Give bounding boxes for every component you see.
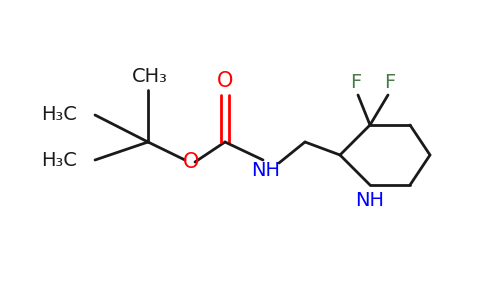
Text: F: F — [384, 74, 395, 92]
Text: NH: NH — [252, 160, 281, 179]
Text: H₃C: H₃C — [41, 151, 77, 169]
Text: CH₃: CH₃ — [132, 67, 168, 85]
Text: O: O — [217, 71, 233, 91]
Text: O: O — [183, 152, 199, 172]
Text: H₃C: H₃C — [41, 106, 77, 124]
Text: F: F — [350, 74, 362, 92]
Text: NH: NH — [356, 191, 384, 211]
